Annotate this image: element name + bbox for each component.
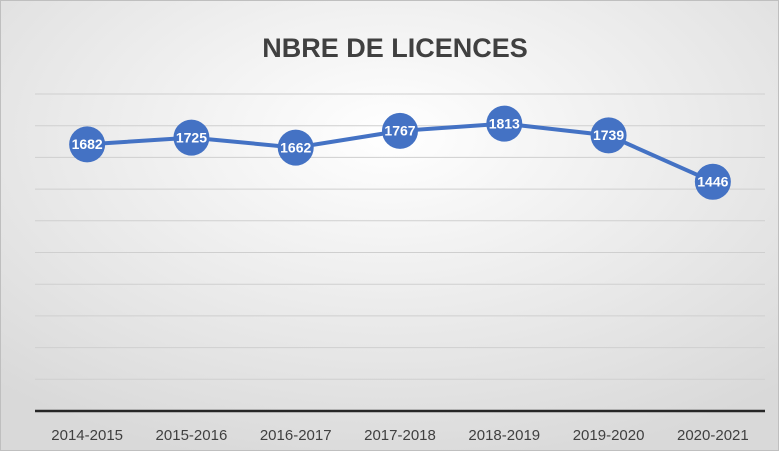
x-tick-label: 2014-2015 [51,427,123,444]
marker [486,105,523,142]
marker [694,163,731,200]
data-label: 1662 [280,139,311,155]
data-label: 1725 [176,129,207,145]
marker [590,117,627,154]
marker [382,112,418,149]
x-tick-label: 2019-2020 [573,427,645,444]
x-tick-label: 2017-2018 [364,427,436,444]
x-tick-label: 2020-2021 [677,427,749,444]
marker [69,126,106,163]
data-label: 1739 [593,127,624,143]
data-label: 1446 [697,174,728,190]
data-label: 1813 [489,115,520,131]
marker [173,119,210,156]
data-label: 1682 [72,136,103,152]
x-tick-label: 2016-2017 [260,427,332,444]
chart-title: NBRE DE LICENCES [262,33,528,63]
x-tick-label: 2018-2019 [468,427,540,444]
data-label: 1767 [384,123,415,139]
x-tick-label: 2015-2016 [156,427,228,444]
marker [277,129,314,166]
